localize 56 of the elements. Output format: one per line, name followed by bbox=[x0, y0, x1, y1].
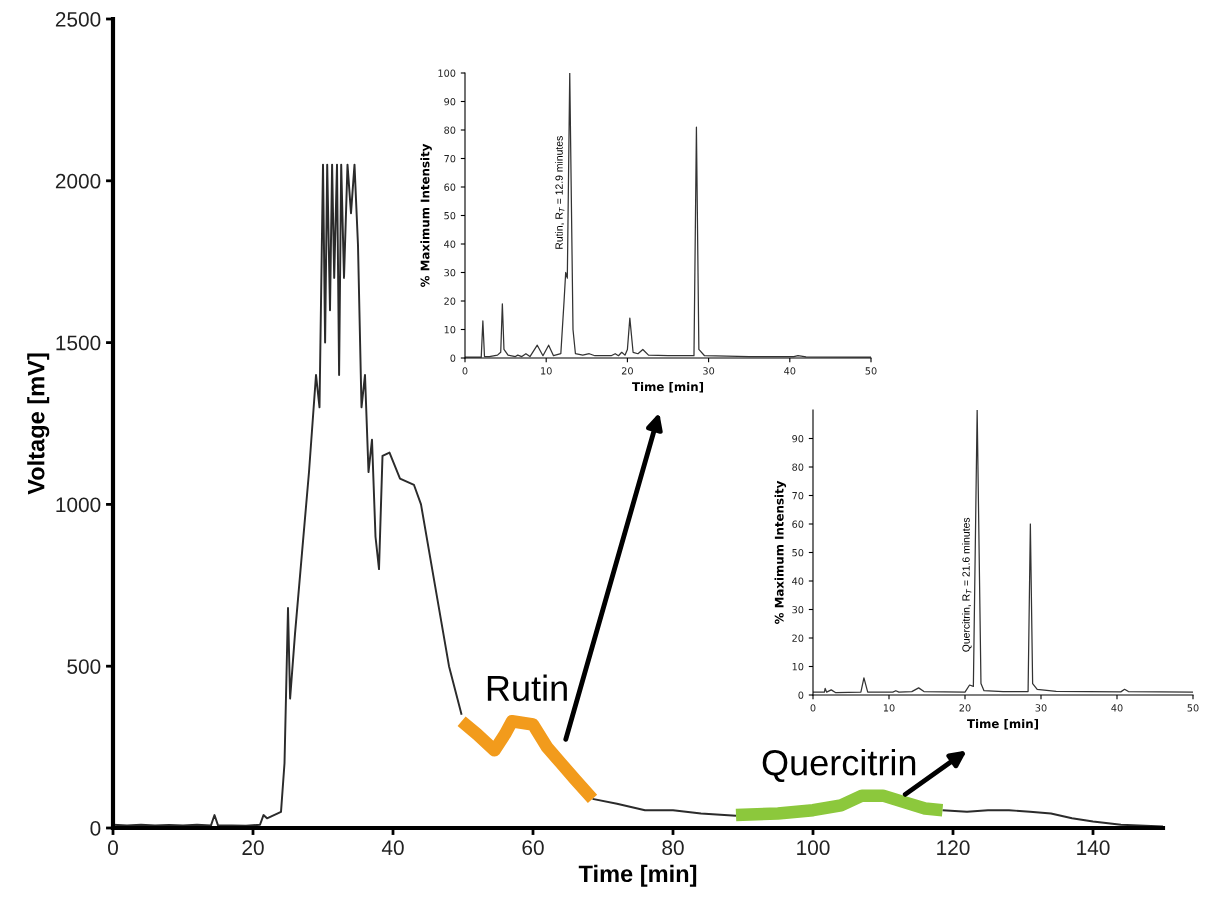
y-tick-label: 30 bbox=[792, 605, 804, 614]
y-tick-label: 0 bbox=[450, 354, 456, 362]
x-tick-label: 80 bbox=[662, 840, 684, 856]
x-tick-label: 50 bbox=[865, 367, 877, 375]
y-tick-label: 80 bbox=[792, 463, 804, 471]
y-tick-label: 1500 bbox=[56, 335, 101, 351]
y-tick-label: 10 bbox=[792, 662, 804, 671]
y-tick-label: 50 bbox=[792, 548, 804, 557]
y-tick-label: 20 bbox=[792, 634, 804, 642]
x-tick-label: 30 bbox=[703, 367, 715, 375]
x-tick-label: 20 bbox=[959, 704, 971, 712]
x-tick-label: 10 bbox=[883, 704, 895, 712]
y-tick-label: 90 bbox=[444, 97, 456, 106]
x-tick-label: 30 bbox=[1035, 704, 1047, 712]
x-tick-label: 0 bbox=[810, 704, 816, 712]
x-tick-label: 40 bbox=[1111, 704, 1123, 712]
x-axis-title: Time [min] bbox=[632, 381, 704, 393]
x-tick-label: 40 bbox=[381, 840, 404, 856]
x-tick-label: 20 bbox=[621, 367, 633, 375]
x-tick-label: 120 bbox=[937, 840, 970, 856]
y-tick-label: 70 bbox=[444, 154, 456, 163]
y-tick-label: 50 bbox=[444, 211, 456, 220]
x-axis-title: Time [min] bbox=[967, 718, 1039, 730]
x-tick-label: 40 bbox=[784, 367, 796, 375]
y-tick-label: 0 bbox=[798, 691, 804, 699]
y-tick-label: 40 bbox=[444, 240, 456, 248]
y-tick-label: 20 bbox=[444, 297, 456, 305]
x-tick-label: 0 bbox=[462, 367, 468, 375]
x-tick-label: 20 bbox=[242, 840, 264, 856]
x-tick-label: 60 bbox=[522, 840, 544, 856]
series-label: Rutin bbox=[487, 674, 567, 702]
x-tick-label: 50 bbox=[1187, 704, 1199, 712]
y-tick-label: 100 bbox=[438, 69, 456, 77]
y-tick-label: 0 bbox=[90, 821, 101, 836]
y-tick-label: 80 bbox=[444, 126, 456, 134]
series-label: Quercitrin bbox=[762, 749, 916, 783]
y-axis-title: % Maximum Intensity bbox=[420, 143, 432, 287]
x-tick-label: 10 bbox=[541, 367, 552, 375]
y-axis-title: Voltage [mV] bbox=[27, 353, 50, 495]
x-tick-label: 140 bbox=[1077, 840, 1110, 856]
x-tick-label: 0 bbox=[108, 840, 118, 856]
y-tick-label: 10 bbox=[444, 325, 456, 334]
y-tick-label: 2500 bbox=[55, 12, 101, 27]
annotation: Quercitrin, R$_{T}$ = 21.6 minutes bbox=[962, 517, 972, 652]
y-tick-label: 2000 bbox=[55, 173, 101, 189]
y-tick-label: 90 bbox=[792, 434, 804, 443]
y-tick-label: 60 bbox=[444, 183, 456, 191]
x-axis-title: Time [min] bbox=[578, 864, 697, 887]
y-tick-label: 60 bbox=[792, 520, 804, 528]
y-tick-label: 30 bbox=[444, 268, 456, 277]
y-tick-label: 1000 bbox=[56, 497, 101, 513]
y-axis-title: % Maximum Intensity bbox=[774, 480, 787, 624]
y-tick-label: 40 bbox=[792, 577, 804, 585]
annotation: Rutin, R$_{T}$ = 12.9 minutes bbox=[555, 136, 565, 249]
y-tick-label: 70 bbox=[792, 491, 804, 500]
y-tick-label: 500 bbox=[67, 659, 101, 674]
